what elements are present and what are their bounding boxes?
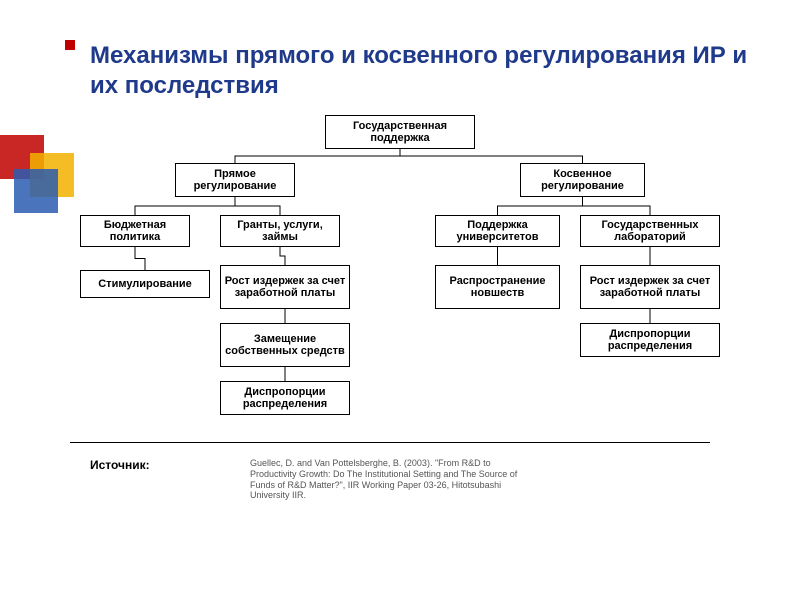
node-indirect-label: Косвенное регулирование xyxy=(524,168,641,192)
node-cost1-label: Рост издержек за счет заработной платы xyxy=(224,275,346,299)
source-body: Guellec, D. and Van Pottelsberghe, B. (2… xyxy=(250,458,530,501)
source-label: Источник: xyxy=(90,458,150,472)
edge-direct-grants xyxy=(235,197,280,215)
edge-budget-stimul xyxy=(135,247,145,270)
edge-grants-cost1 xyxy=(280,247,285,265)
node-subst: Замещение собственных средств xyxy=(220,323,350,367)
slide: { "title": { "text": "Механизмы прямого … xyxy=(0,0,800,600)
node-disp1-label: Диспропорции распределения xyxy=(224,386,346,410)
node-subst-label: Замещение собственных средств xyxy=(224,333,346,357)
node-labs: Государственных лабораторий xyxy=(580,215,720,247)
node-grants-label: Гранты, услуги, займы xyxy=(224,219,336,243)
node-budget: Бюджетная политика xyxy=(80,215,190,247)
org-diagram: Государственная поддержка Прямое регулиро… xyxy=(80,115,720,435)
edge-root-indirect xyxy=(400,149,583,163)
node-root-label: Государственная поддержка xyxy=(329,120,471,144)
node-labs-label: Государственных лабораторий xyxy=(584,219,716,243)
slide-deco xyxy=(0,135,80,205)
edge-direct-budget xyxy=(135,197,235,215)
deco-square-blue xyxy=(14,169,58,213)
edge-indirect-labs xyxy=(583,197,651,215)
node-cost2: Рост издержек за счет заработной платы xyxy=(580,265,720,309)
divider xyxy=(70,442,710,443)
edge-indirect-univ xyxy=(498,197,583,215)
edge-root-direct xyxy=(235,149,400,163)
node-univ-label: Поддержка университетов xyxy=(439,219,556,243)
node-disp2-label: Диспропорции распределения xyxy=(584,328,716,352)
node-stimul: Стимулирование xyxy=(80,270,210,298)
node-spread-label: Распространение новшеств xyxy=(439,275,556,299)
node-disp1: Диспропорции распределения xyxy=(220,381,350,415)
title-bullet xyxy=(65,40,75,50)
node-cost1: Рост издержек за счет заработной платы xyxy=(220,265,350,309)
slide-title: Механизмы прямого и косвенного регулиров… xyxy=(90,41,760,101)
node-disp2: Диспропорции распределения xyxy=(580,323,720,357)
node-univ: Поддержка университетов xyxy=(435,215,560,247)
node-grants: Гранты, услуги, займы xyxy=(220,215,340,247)
node-direct-label: Прямое регулирование xyxy=(179,168,291,192)
node-indirect: Косвенное регулирование xyxy=(520,163,645,197)
node-stimul-label: Стимулирование xyxy=(84,278,206,290)
slide-title-text: Механизмы прямого и косвенного регулиров… xyxy=(90,42,747,99)
node-direct: Прямое регулирование xyxy=(175,163,295,197)
node-cost2-label: Рост издержек за счет заработной платы xyxy=(584,275,716,299)
node-budget-label: Бюджетная политика xyxy=(84,219,186,243)
node-root: Государственная поддержка xyxy=(325,115,475,149)
node-spread: Распространение новшеств xyxy=(435,265,560,309)
